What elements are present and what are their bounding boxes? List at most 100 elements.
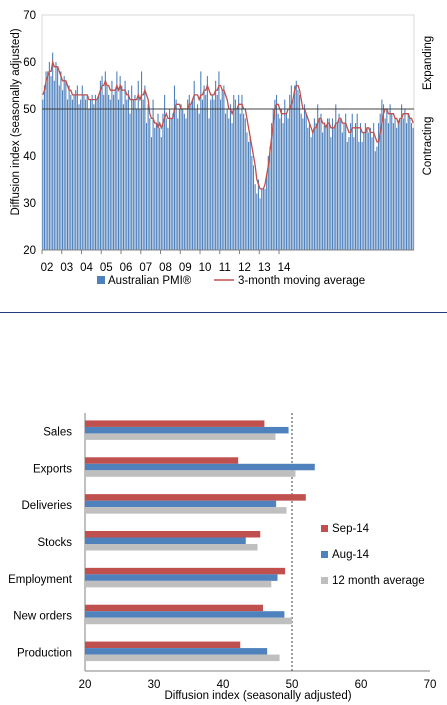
pmi-bar (62, 90, 64, 250)
y-tick-label: 20 (23, 245, 36, 257)
pmi-bar (216, 94, 218, 251)
contracting-label: Contracting (422, 117, 434, 176)
pmi-bar (392, 123, 394, 250)
pmi-bar (142, 99, 144, 250)
pmi-bar (252, 165, 255, 250)
pmi-bar (391, 113, 393, 250)
pmi-bar (364, 123, 366, 250)
pmi-bar (91, 94, 93, 251)
pmi-bar (243, 113, 245, 250)
pmi-bar (346, 141, 348, 250)
pmi-bar (152, 99, 154, 250)
pmi-bar (208, 118, 210, 251)
x-tick-label: 02 (41, 262, 54, 274)
legend-bar-swatch (97, 276, 105, 284)
pmi-bar (88, 109, 90, 250)
pmi-bar (205, 94, 207, 251)
x-tick-label: 10 (199, 262, 212, 274)
pmi-bar (330, 137, 332, 250)
pmi-bar (113, 94, 115, 251)
pmi-bar (109, 99, 111, 250)
pmi-bar (397, 123, 399, 250)
pmi-bar (285, 113, 287, 250)
pmi-bar (129, 113, 131, 250)
pmi-bar (379, 113, 381, 250)
component-bar (85, 494, 306, 501)
component-bar (85, 604, 264, 612)
pmi-bar (45, 71, 47, 251)
pmi-bar (356, 113, 358, 250)
pmi-bar (335, 104, 337, 250)
pmi-bar (238, 94, 240, 251)
pmi-bar (284, 99, 286, 250)
pmi-bar (83, 94, 85, 251)
pmi-bar (378, 123, 380, 250)
pmi-bar (358, 141, 360, 250)
pmi-bar (409, 118, 411, 251)
pmi-bar (126, 99, 128, 250)
pmi-bar (295, 80, 297, 250)
component-bar (85, 426, 289, 434)
pmi-bar (127, 90, 129, 250)
pmi-bar (299, 94, 301, 251)
pmi-bar (318, 118, 320, 251)
pmi-bar (170, 118, 172, 251)
component-bar (85, 457, 239, 464)
pmi-bar (350, 123, 352, 250)
pmi-bar (50, 76, 52, 250)
pmi-bar (412, 127, 414, 250)
component-bar (85, 567, 286, 575)
pmi-bar (63, 76, 65, 250)
pmi-bar (266, 174, 268, 250)
component-bar (85, 420, 265, 427)
pmi-bar (47, 71, 49, 251)
pmi-bar (159, 127, 161, 250)
component-bar (85, 574, 278, 581)
pmi-bar (325, 127, 327, 250)
component-bar (85, 654, 280, 662)
pmi-bar (248, 141, 250, 250)
y-tick-label: 60 (23, 57, 36, 69)
pmi-bar (136, 109, 138, 250)
category-label: Stocks (37, 537, 72, 549)
pmi-bar (190, 104, 192, 250)
legend-line-label: 3-month moving average (238, 275, 365, 287)
pmi-bar (145, 123, 148, 250)
pmi-bar (336, 123, 338, 250)
pmi-bar (307, 127, 309, 250)
pmi-bar (43, 85, 45, 250)
category-label: Employment (8, 574, 73, 586)
pmi-bar (60, 71, 62, 251)
pmi-bar (57, 66, 59, 250)
plot-frame (41, 14, 415, 251)
x-tick-label: 30 (148, 679, 161, 691)
pmi-bar (141, 71, 143, 251)
pmi-bar (302, 118, 304, 251)
pmi-bar (201, 99, 204, 250)
x-tick-label: 13 (258, 262, 271, 274)
pmi-bar (71, 99, 73, 250)
pmi-bar (256, 193, 258, 250)
pmi-bar (106, 85, 108, 250)
pmi-bar (203, 85, 205, 250)
pmi-bar (131, 85, 133, 250)
category-label: Production (17, 648, 72, 660)
pmi-bar (155, 123, 157, 250)
y-tick-label: 50 (23, 104, 36, 116)
pmi-bar (157, 113, 159, 250)
x-tick-label: 03 (60, 262, 73, 274)
pmi-bar (183, 113, 185, 250)
pmi-bar (213, 99, 215, 250)
pmi-bar (164, 94, 166, 251)
pmi-bar (338, 113, 340, 250)
pmi-bar (312, 132, 314, 250)
pmi-bar (177, 118, 179, 251)
pmi-timeseries-chart: 20 30 40 50 60 70 02 03 04 05 06 07 08 09 10 11 12 13 14 D… (10, 10, 434, 287)
pmi-bar (180, 104, 182, 250)
pmi-bar (224, 113, 227, 250)
pmi-bar (384, 118, 386, 251)
pmi-bar (407, 113, 409, 250)
pmi-bar (280, 109, 283, 250)
pmi-bar (66, 99, 69, 250)
